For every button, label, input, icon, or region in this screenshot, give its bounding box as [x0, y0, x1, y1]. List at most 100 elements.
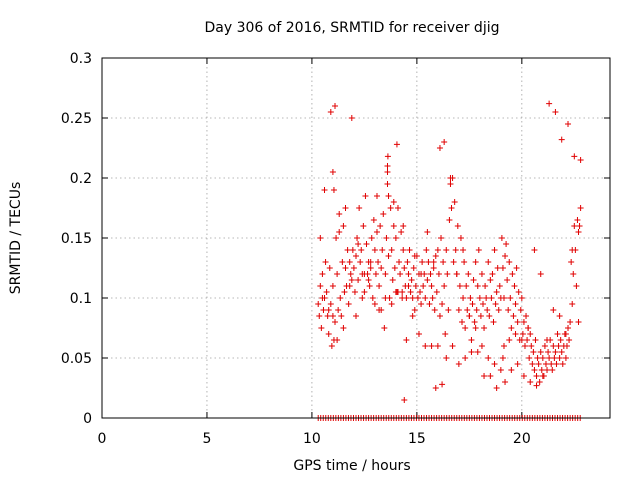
data-point: [449, 343, 456, 349]
data-point: [533, 373, 540, 379]
data-point: [370, 217, 377, 223]
data-point: [577, 205, 584, 211]
data-point: [455, 307, 462, 313]
data-point: [438, 235, 445, 241]
data-point: [412, 283, 419, 289]
data-point: [325, 331, 332, 337]
data-point: [514, 319, 521, 325]
data-point: [410, 265, 417, 271]
data-point: [562, 355, 569, 361]
data-point: [420, 283, 427, 289]
data-point: [328, 343, 335, 349]
data-point: [537, 349, 544, 355]
data-point: [535, 361, 542, 367]
data-point: [319, 271, 326, 277]
data-point: [334, 271, 341, 277]
data-point: [494, 265, 501, 271]
data-point: [558, 349, 565, 355]
data-point: [500, 295, 507, 301]
data-point: [347, 271, 354, 277]
data-point: [575, 319, 582, 325]
data-point: [324, 313, 331, 319]
data-point: [414, 295, 421, 301]
data-point: [384, 181, 391, 187]
data-point: [391, 265, 398, 271]
y-axis-label: SRMTID / TECUs: [8, 182, 24, 295]
data-point: [539, 355, 546, 361]
data-point: [482, 283, 489, 289]
data-point: [359, 295, 366, 301]
data-point: [326, 265, 333, 271]
y-tick-label: 0.1: [70, 291, 92, 307]
data-point: [397, 271, 404, 277]
data-point: [365, 277, 372, 283]
data-point: [478, 271, 485, 277]
data-point: [409, 313, 416, 319]
data-point: [411, 307, 418, 313]
data-point: [390, 223, 397, 229]
data-point: [372, 271, 379, 277]
data-point: [384, 153, 391, 160]
data-point: [403, 337, 410, 343]
data-point: [444, 271, 451, 277]
data-point: [512, 301, 519, 307]
data-point: [544, 367, 551, 373]
data-point: [546, 100, 553, 107]
data-point: [425, 259, 432, 265]
data-point: [571, 223, 578, 229]
data-point: [342, 205, 349, 211]
data-point: [505, 307, 512, 313]
data-point: [537, 271, 544, 277]
data-point: [380, 211, 387, 217]
data-point: [432, 253, 439, 259]
data-point: [361, 289, 368, 295]
data-point: [519, 331, 526, 337]
data-point: [490, 319, 497, 325]
data-point: [489, 271, 496, 277]
data-point: [418, 301, 425, 307]
data-point: [473, 307, 480, 313]
data-point: [385, 193, 392, 199]
data-point: [443, 355, 450, 361]
data-point: [491, 247, 498, 253]
data-point: [485, 355, 492, 361]
data-point: [345, 301, 352, 307]
data-point: [335, 307, 342, 313]
data-point: [398, 229, 405, 235]
data-point: [394, 205, 401, 211]
data-point: [539, 373, 546, 379]
y-axis: 0 0.05 0.1 0.15 0.2 0.25 0.3: [61, 51, 610, 427]
y-tick-label: 0: [83, 411, 92, 427]
data-point: [508, 325, 515, 331]
data-point: [461, 259, 468, 265]
data-point: [427, 271, 434, 277]
data-point: [520, 373, 527, 379]
data-point: [351, 289, 358, 295]
data-point: [498, 235, 505, 241]
data-point: [459, 319, 466, 325]
data-point: [502, 253, 509, 259]
data-point: [445, 307, 452, 313]
data-point: [318, 325, 325, 331]
data-point: [527, 331, 534, 337]
data-point: [432, 385, 439, 391]
data-point: [553, 361, 560, 367]
data-point: [373, 229, 380, 235]
data-point: [496, 283, 503, 289]
data-point: [411, 253, 418, 259]
data-point: [319, 295, 326, 301]
data-point: [573, 283, 580, 289]
data-point: [354, 235, 361, 241]
data-point: [340, 325, 347, 331]
data-point: [510, 313, 517, 319]
data-point: [442, 331, 449, 337]
data-point: [556, 313, 563, 319]
grid: [102, 58, 610, 418]
data-point: [327, 301, 334, 307]
data-point: [333, 235, 340, 241]
data-point: [504, 277, 511, 283]
data-point: [358, 247, 365, 253]
data-point: [368, 235, 375, 241]
data-point: [353, 253, 359, 259]
data-point: [428, 343, 435, 349]
